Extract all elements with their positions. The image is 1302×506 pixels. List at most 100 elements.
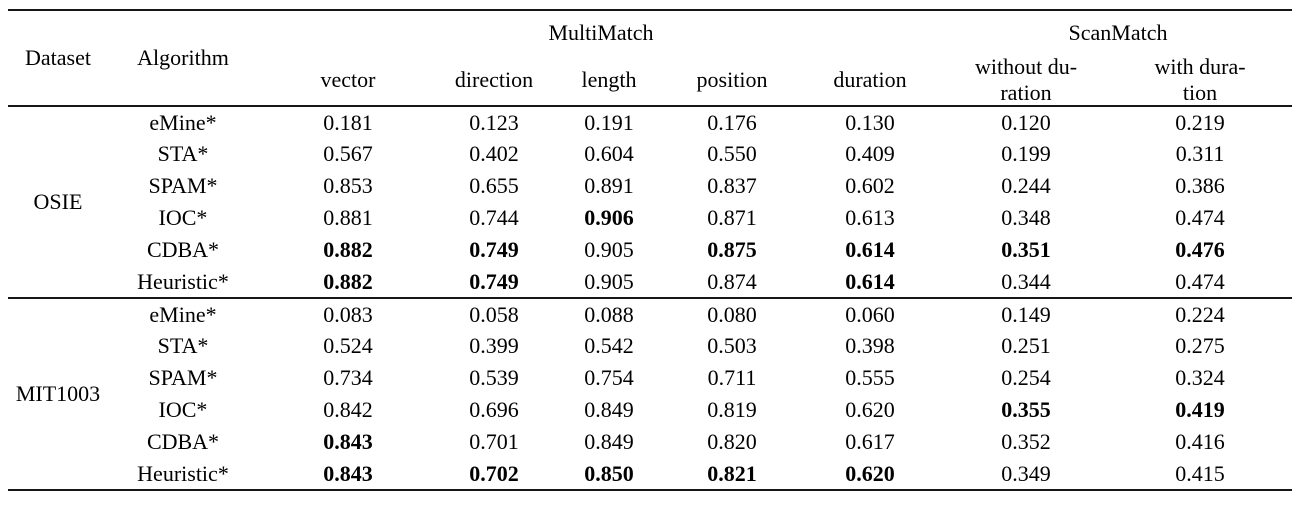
metric-value: 0.604 <box>584 141 634 167</box>
metric-value: 0.244 <box>1001 173 1051 199</box>
metric-value: 0.542 <box>584 333 634 359</box>
table-row: MIT1003 eMine* 0.083 0.058 0.088 0.080 0.060 0.… <box>8 298 1292 407</box>
column-header-duration: duration <box>833 66 907 92</box>
metric-value: 0.614 <box>845 268 895 294</box>
metric-value: 0.352 <box>1001 429 1051 455</box>
algorithm-label: STA* <box>157 333 209 359</box>
metric-value: 0.348 <box>1001 205 1051 231</box>
metric-value: 0.849 <box>584 397 634 423</box>
group-header-multimatch: MultiMatch <box>548 19 654 45</box>
dataset-group-mit1003: MIT1003 eMine* 0.083 0.058 0.088 0.080 0.060 0.… <box>8 298 1293 490</box>
metric-value: 0.550 <box>707 141 757 167</box>
metric-value: 0.199 <box>1001 141 1051 167</box>
column-header-position: position <box>696 66 768 92</box>
metric-value: 0.853 <box>323 173 373 199</box>
metric-value: 0.602 <box>845 173 895 199</box>
metric-value: 0.083 <box>323 301 373 327</box>
metric-value: 0.875 <box>707 237 757 263</box>
column-header-direction: direction <box>454 66 534 92</box>
metric-value: 0.614 <box>845 237 895 263</box>
metric-value: 0.701 <box>469 429 519 455</box>
algorithm-label: STA* <box>157 141 209 167</box>
header-line: without du- <box>975 54 1078 80</box>
metric-value: 0.820 <box>707 429 757 455</box>
metric-value: 0.696 <box>469 397 519 423</box>
table-row: Heuristic* 0.882 0.749 0.905 0.874 0.614 0.344… <box>8 266 1292 298</box>
metric-value: 0.843 <box>323 429 373 455</box>
metric-value: 0.503 <box>707 333 757 359</box>
metric-value: 0.415 <box>1175 460 1225 486</box>
metric-value: 0.891 <box>584 173 634 199</box>
metric-value: 0.399 <box>469 333 519 359</box>
metric-value: 0.882 <box>323 237 373 263</box>
metric-value: 0.275 <box>1175 333 1225 359</box>
table-row: STA* 0.567 0.402 0.604 0.550 0.409 0.199 0.311 <box>8 138 1292 170</box>
metric-value: 0.344 <box>1001 268 1051 294</box>
metric-value: 0.617 <box>845 429 895 455</box>
metric-value: 0.058 <box>469 301 519 327</box>
metric-value: 0.176 <box>707 109 757 135</box>
metric-value: 0.120 <box>1001 109 1051 135</box>
metric-value: 0.130 <box>845 109 895 135</box>
algorithm-label: eMine* <box>149 301 217 327</box>
table-row: IOC* 0.881 0.744 0.906 0.871 0.613 0.348 0.474 <box>8 202 1292 234</box>
column-header-vector: vector <box>320 66 376 92</box>
header-line: ration <box>1000 79 1052 105</box>
metric-value: 0.567 <box>323 141 373 167</box>
metric-value: 0.881 <box>323 205 373 231</box>
metric-value: 0.711 <box>707 365 757 391</box>
metric-value: 0.539 <box>469 365 519 391</box>
metric-value: 0.905 <box>584 268 634 294</box>
metric-value: 0.655 <box>469 173 519 199</box>
algorithm-label: Heuristic* <box>137 460 229 486</box>
table-row: STA* 0.524 0.399 0.542 0.503 0.398 0.251 0.275 <box>8 330 1292 362</box>
metric-value: 0.842 <box>323 397 373 423</box>
metric-value: 0.905 <box>584 237 634 263</box>
metric-value: 0.734 <box>323 365 373 391</box>
column-header-without-duration: without du-ration <box>944 54 1108 106</box>
metric-value: 0.837 <box>707 173 757 199</box>
metric-value: 0.474 <box>1175 268 1225 294</box>
algorithm-label: eMine* <box>149 109 217 135</box>
table-header: Dataset Algorithm MultiMatch ScanMatch v… <box>8 10 1293 106</box>
metric-value: 0.398 <box>845 333 895 359</box>
metric-value: 0.123 <box>469 109 519 135</box>
results-table: Dataset Algorithm MultiMatch ScanMatch v… <box>8 9 1293 491</box>
column-header-with-duration: with dura-tion <box>1108 54 1292 106</box>
metric-value: 0.080 <box>707 301 757 327</box>
metric-value: 0.311 <box>1175 141 1225 167</box>
header-line: tion <box>1182 79 1218 105</box>
metric-value: 0.402 <box>469 141 519 167</box>
metric-value: 0.555 <box>845 365 895 391</box>
metric-value: 0.613 <box>845 205 895 231</box>
metric-value: 0.749 <box>469 268 519 294</box>
metric-value: 0.149 <box>1001 301 1051 327</box>
table-row: CDBA* 0.843 0.701 0.849 0.820 0.617 0.352 0.416 <box>8 426 1292 458</box>
metric-value: 0.419 <box>1175 397 1225 423</box>
metric-value: 0.819 <box>707 397 757 423</box>
column-header-dataset: Dataset <box>25 45 91 71</box>
algorithm-label: SPAM* <box>148 365 218 391</box>
table-row: OSIE eMine* 0.181 0.123 0.191 0.176 0.130 0.120… <box>8 106 1292 215</box>
table-row: Heuristic* 0.843 0.702 0.850 0.821 0.620 0.349… <box>8 458 1292 490</box>
metric-value: 0.874 <box>707 268 757 294</box>
metric-value: 0.219 <box>1175 109 1225 135</box>
table-row: SPAM* 0.734 0.539 0.754 0.711 0.555 0.254 0.324 <box>8 362 1292 394</box>
metric-value: 0.386 <box>1175 173 1225 199</box>
metric-value: 0.416 <box>1175 429 1225 455</box>
metric-value: 0.254 <box>1001 365 1051 391</box>
metric-value: 0.620 <box>845 397 895 423</box>
header-line: with dura- <box>1154 54 1246 80</box>
table-row: IOC* 0.842 0.696 0.849 0.819 0.620 0.355 0.419 <box>8 394 1292 426</box>
metric-value: 0.850 <box>584 460 634 486</box>
metric-value: 0.744 <box>469 205 519 231</box>
metric-value: 0.702 <box>469 460 519 486</box>
metric-value: 0.088 <box>584 301 634 327</box>
algorithm-label: Heuristic* <box>137 268 229 294</box>
metric-value: 0.474 <box>1175 205 1225 231</box>
metric-value: 0.524 <box>323 333 373 359</box>
algorithm-label: CDBA* <box>146 429 220 455</box>
algorithm-label: IOC* <box>158 205 208 231</box>
metric-value: 0.754 <box>584 365 634 391</box>
metric-value: 0.181 <box>323 109 373 135</box>
